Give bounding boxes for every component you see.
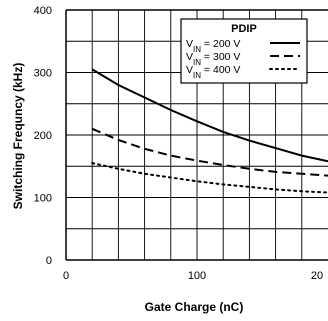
series-line-3 xyxy=(91,162,328,194)
legend-box xyxy=(180,18,308,84)
y-tick-label: 100 xyxy=(34,193,52,205)
plot-frame xyxy=(65,9,328,261)
legend-entry-label: VIN = 200 V xyxy=(186,38,240,54)
series-line-2 xyxy=(91,127,328,177)
y-tick-label: 400 xyxy=(34,5,52,17)
legend-entry-label: VIN = 400 V xyxy=(186,64,240,80)
legend-entry-label: VIN = 300 V xyxy=(186,51,240,67)
x-tick-labels: 0 100 20 xyxy=(63,270,323,282)
x-axis-title: Gate Charge (nC) xyxy=(145,300,244,314)
x-tick-label: 20 xyxy=(311,270,323,282)
x-tick-label: 100 xyxy=(188,270,206,282)
y-tick-label: 200 xyxy=(34,130,52,142)
series-line-1 xyxy=(91,68,328,163)
x-tick-label: 0 xyxy=(63,270,69,282)
y-tick-labels: 0 100 200 300 400 xyxy=(34,5,52,267)
y-tick-label: 0 xyxy=(46,255,52,267)
y-tick-label: 300 xyxy=(34,68,52,80)
series-layer xyxy=(91,68,328,194)
y-axis-title: Switching Frequncy (kHz) xyxy=(11,63,25,210)
legend-title: PDIP xyxy=(231,23,257,35)
